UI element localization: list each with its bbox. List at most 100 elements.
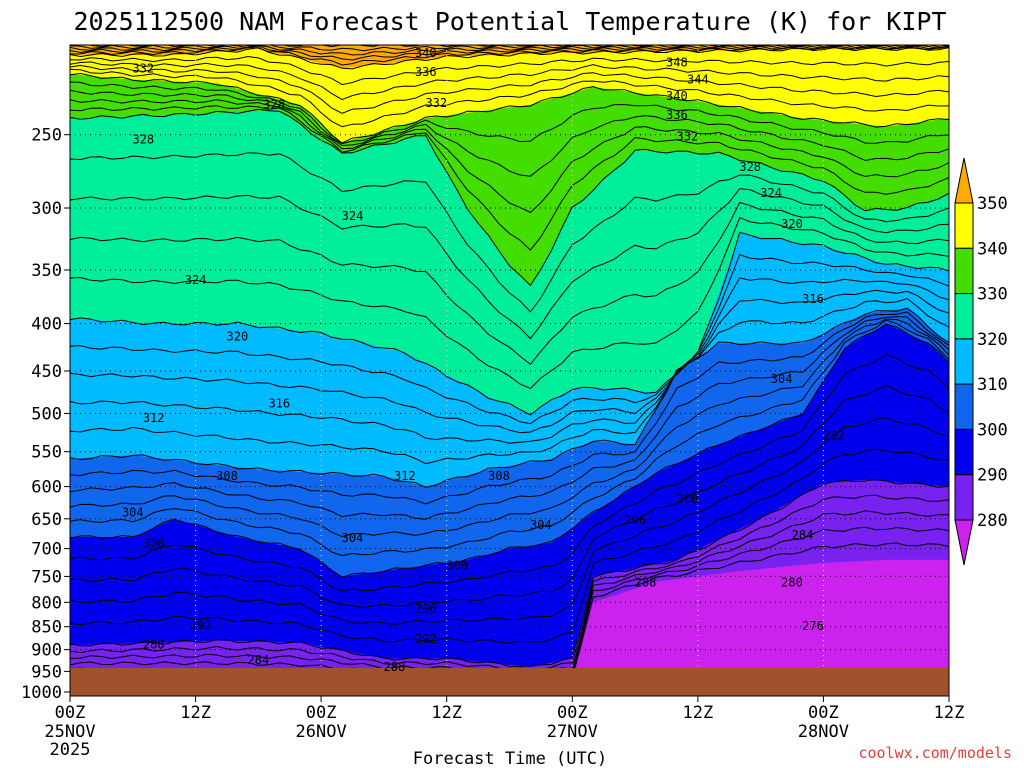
contour-label: 332 (425, 96, 447, 110)
y-tick-label: 800 (31, 593, 62, 613)
colorbar-segment (954, 474, 974, 521)
y-tick-label: 850 (31, 618, 62, 638)
contour-label: 340 (415, 46, 437, 60)
contour-line (70, 318, 949, 538)
colorbar-segment (954, 247, 974, 295)
colorbar-label: 320 (977, 330, 1008, 350)
y-tick-label: 250 (31, 126, 62, 146)
x-tick-label: 00Z (55, 703, 86, 723)
y-tick-label: 1000 (21, 683, 62, 703)
y-tick-label: 550 (31, 443, 62, 463)
colorbar-label: 300 (977, 420, 1008, 440)
grid-lines (70, 45, 949, 696)
x-tick-label: 00Z (808, 703, 839, 723)
colorbar-label: 330 (977, 285, 1008, 305)
contour-label: 300 (677, 492, 699, 506)
contour-label: 328 (132, 133, 154, 147)
contour-line (70, 448, 949, 644)
contour-label: 280 (781, 576, 803, 590)
contour-label: 336 (666, 108, 688, 122)
contour-label: 296 (624, 513, 646, 527)
colorbar-segment (954, 383, 974, 430)
contour-line (70, 68, 949, 128)
contour-label: 336 (415, 65, 437, 79)
y-tick-label: 500 (31, 404, 62, 424)
contour-label: 304 (771, 372, 793, 386)
y-tick-label: 900 (31, 641, 62, 661)
contour-label: 288 (143, 638, 165, 652)
contour-line (70, 323, 949, 579)
y-tick-label: 450 (31, 362, 62, 382)
x-tick-label: 12Z (180, 703, 211, 723)
colorbar-max-triangle (954, 157, 974, 204)
contour-label: 332 (677, 129, 699, 143)
y-tick-label: 650 (31, 510, 62, 530)
x-tick-label: 00Z (557, 703, 588, 723)
contour-label: 300 (446, 559, 468, 573)
x-tick-date: 28NOV (798, 722, 849, 742)
colorbar-label: 310 (977, 375, 1008, 395)
contour-label: 284 (248, 653, 270, 667)
contour-label: 328 (739, 160, 761, 174)
contour-label: 312 (143, 411, 165, 425)
contour-line (70, 89, 949, 177)
contour-label: 324 (342, 209, 364, 223)
contour-label: 324 (185, 273, 207, 287)
contour-line (70, 201, 949, 365)
contour-label: 332 (132, 61, 154, 75)
contour-line (70, 289, 949, 444)
colorbar-label: 280 (977, 511, 1008, 531)
contour-label: 292 (415, 632, 437, 646)
terrain-fill (70, 668, 949, 696)
x-axis-label: Forecast Time (UTC) (413, 749, 607, 768)
y-axis: 250 300 350 400 450 500 550 600 650 700 750 800 850 9… (21, 126, 70, 703)
y-tick-label: 600 (31, 478, 62, 498)
contour-line (70, 46, 949, 66)
colorbar-segment (954, 338, 974, 385)
contour-label: 324 (760, 186, 782, 200)
contour-line (70, 417, 949, 626)
contour-label: 288 (635, 576, 657, 590)
y-tick-label: 700 (31, 540, 62, 560)
y-tick-label: 400 (31, 315, 62, 335)
contour-line (70, 64, 949, 114)
contour-label: 344 (687, 73, 709, 87)
y-tick-label: 350 (31, 261, 62, 281)
colorbar-label: 290 (977, 466, 1008, 486)
contour-label: 312 (394, 469, 416, 483)
contour-line (70, 277, 949, 434)
credit-text: coolwx.com/models (858, 744, 1012, 762)
contour-line (70, 384, 949, 609)
contour-line (70, 72, 949, 144)
contour-line (70, 81, 949, 145)
x-tick-date: 26NOV (296, 722, 347, 742)
contour-line (70, 105, 949, 251)
contour-line (70, 297, 949, 465)
chart-title: 2025112500 NAM Forecast Potential Temper… (74, 7, 947, 36)
contour-label: 320 (227, 330, 249, 344)
contour-label: 292 (823, 428, 845, 442)
band-0 (70, 559, 949, 696)
contour-label: 276 (802, 619, 824, 633)
y-tick-label: 300 (31, 199, 62, 219)
contour-line (70, 152, 949, 313)
contour-line (70, 45, 949, 61)
contour-line (70, 316, 949, 520)
colorbar-min-triangle (954, 519, 974, 566)
contour-line (70, 311, 949, 505)
contour-line (70, 319, 949, 557)
contour-line (70, 478, 949, 668)
x-tick-label: 12Z (431, 703, 462, 723)
contour-line (70, 188, 949, 340)
contour-line (70, 108, 949, 287)
y-tick-label: 750 (31, 567, 62, 587)
colorbar-label: 350 (977, 194, 1008, 214)
contour-label: 340 (666, 89, 688, 103)
contour-label: 316 (802, 292, 824, 306)
contour-label: 292 (190, 619, 212, 633)
contour-label: 296 (415, 601, 437, 615)
contour-label: 348 (666, 56, 688, 70)
colorbar-segment (954, 202, 974, 249)
colorbar-label: 340 (977, 239, 1008, 259)
